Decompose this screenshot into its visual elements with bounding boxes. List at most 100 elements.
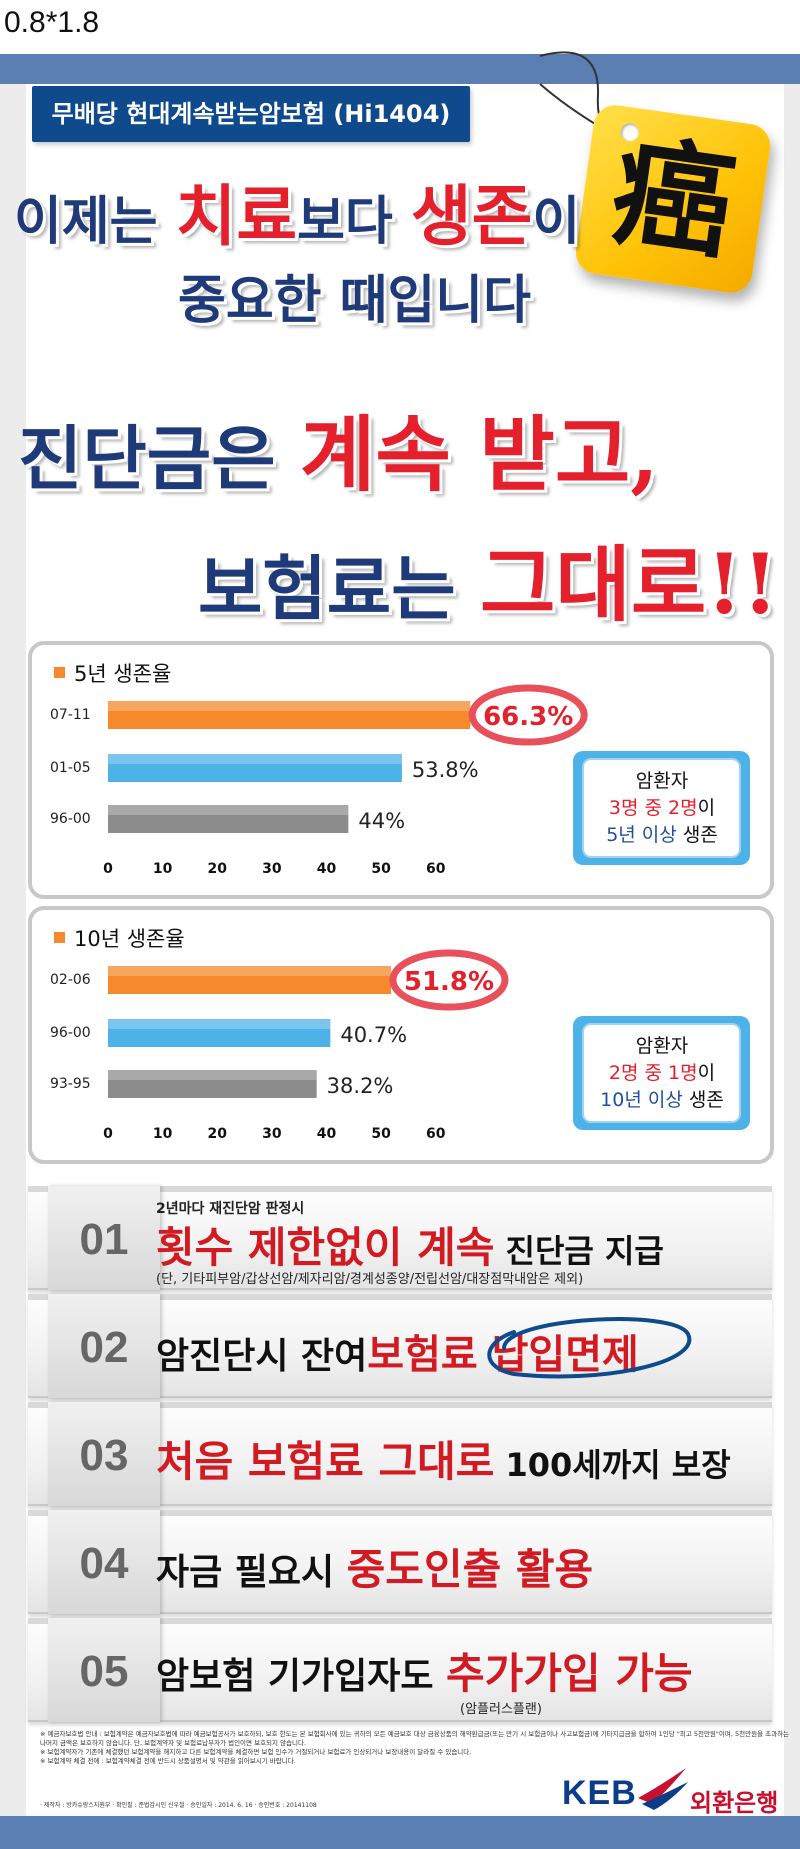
x-tick-label: 50 — [371, 861, 391, 877]
cancer-tag-icon: 癌 — [573, 102, 773, 296]
category-label: 96-00 — [50, 811, 91, 827]
feature-note: (단, 기타피부암/갑상선암/제자리암/경계성종양/전립선암/대장점막내암은 제… — [156, 1272, 584, 1287]
category-label: 96-00 — [50, 1025, 91, 1041]
headline-highlight: 그대로!! — [479, 537, 779, 633]
feature-highlight: 처음 보험료 그대로 — [156, 1437, 495, 1486]
x-tick-label: 60 — [426, 1126, 446, 1142]
product-name-tag: 무배당 현대계속받는암보험 (Hi1404) — [32, 86, 470, 142]
headline-line-4: 보험료는 그대로!! — [198, 518, 778, 637]
feature-row-05: 05 암보험 기가입자도 추가가입 가능 (암플러스플랜) — [28, 1618, 772, 1722]
feature-number-tab — [48, 1510, 160, 1614]
headline-text: 이 — [532, 192, 581, 252]
highlight-circle-icon — [468, 684, 588, 746]
footnote-1: ※ 예금자보호법 안내 : 보험계약은 예금자보호법에 따라 예금보험공사가 보… — [40, 1730, 790, 1738]
feature-number: 03 — [79, 1431, 129, 1480]
keb-swoosh-icon — [638, 1768, 688, 1810]
chart-title: 5년 생존율 — [74, 662, 171, 686]
bar-02-06 — [108, 966, 391, 994]
five-year-survival-chart: 5년 생존율 07-11 66.3% 01-05 53.8% 96-00 44% 0 10 20 3… — [50, 662, 750, 877]
callout-highlight: 2명 중 1명 — [609, 1062, 698, 1084]
circle-scribble-icon — [487, 1317, 692, 1379]
feature-number-tab — [48, 1618, 160, 1722]
bar-shine — [108, 701, 471, 711]
feature-plain: 자금 필요시 — [156, 1552, 347, 1593]
x-tick-label: 20 — [208, 861, 228, 877]
feature-plain: 100세까지 보장 — [494, 1446, 731, 1484]
approval-info: · 제작자 : 방카슈랑스지원부 · 확인필 : 준법감시인 신우철 · 승인일… — [40, 1802, 317, 1809]
left-frame — [0, 84, 26, 1816]
bar-shine — [108, 1019, 331, 1029]
feature-number: 04 — [79, 1539, 129, 1588]
category-label: 07-11 — [50, 707, 91, 723]
bar-96-00 — [108, 1019, 331, 1047]
x-tick-label: 10 — [153, 1126, 173, 1142]
bar-shine — [108, 1070, 317, 1080]
cancer-character: 癌 — [603, 120, 743, 277]
feature-text: 처음 보험료 그대로 100세까지 보장 — [156, 1428, 731, 1489]
feature-text: 횟수 제한없이 계속 진단금 지급 — [156, 1214, 664, 1275]
callout-highlight: 5년 이상 — [606, 824, 677, 846]
feature-highlight: 횟수 제한없이 계속 — [156, 1223, 495, 1272]
category-label: 01-05 — [50, 760, 91, 776]
feature-number: 02 — [79, 1323, 129, 1372]
headline-text: 진단금은 — [18, 418, 300, 500]
x-tick-label: 30 — [262, 1126, 282, 1142]
feature-highlight: 추가가입 가능 — [446, 1649, 693, 1698]
feature-text: 자금 필요시 중도인출 활용 — [156, 1536, 593, 1597]
feature-plain: 진단금 지급 — [494, 1232, 664, 1270]
feature-note: (암플러스플랜) — [460, 1702, 542, 1717]
x-tick-label: 20 — [208, 1126, 228, 1142]
value-label: 53.8% — [412, 758, 479, 782]
headline-text: 보다 — [297, 192, 411, 252]
callout-line-2: 3명 중 2명이 — [609, 797, 715, 819]
feature-number-tab — [48, 1402, 160, 1506]
x-tick-label: 60 — [426, 861, 446, 877]
callout-inner — [582, 758, 741, 858]
x-tick-label: 40 — [317, 1126, 337, 1142]
callout-highlight: 10년 이상 — [600, 1089, 683, 1111]
chart-title: 10년 생존율 — [74, 927, 185, 951]
bar-93-95 — [108, 1070, 317, 1098]
feature-number: 01 — [79, 1215, 129, 1264]
headline-line-3: 진단금은 계속 받고, — [18, 388, 659, 507]
size-label: 0.8*1.8 — [4, 6, 100, 39]
feature-highlight: 중도인출 활용 — [346, 1545, 594, 1594]
feature-row-04: 04 자금 필요시 중도인출 활용 — [28, 1510, 772, 1614]
value-label: 38.2% — [327, 1074, 394, 1098]
headline-text: 이제는 — [14, 192, 176, 252]
legend-square-icon — [54, 667, 65, 678]
callout-text: 이 — [698, 797, 715, 819]
headline-highlight: 치료 — [175, 177, 298, 255]
callout-line-3: 5년 이상 생존 — [606, 824, 718, 846]
x-tick-label: 30 — [262, 861, 282, 877]
callout-line-1: 암환자 — [636, 770, 688, 792]
top-band — [0, 54, 800, 84]
x-tick-label: 50 — [371, 1126, 391, 1142]
bar-shine — [108, 754, 402, 764]
x-tick-label: 40 — [317, 861, 337, 877]
callout-line-3: 10년 이상 생존 — [600, 1089, 724, 1111]
feature-row-01: 01 2년마다 재진단암 판정시 횟수 제한없이 계속 진단금 지급 (단, 기… — [28, 1186, 772, 1290]
bar-07-11 — [108, 701, 471, 729]
value-label: 40.7% — [340, 1023, 407, 1047]
x-tick-label: 0 — [103, 1126, 113, 1142]
headline-line-1: 이제는 치료보다 생존이 — [14, 163, 580, 259]
ten-year-survival-panel: 10년 생존율 02-06 51.8% 96-00 40.7% 93-95 38.2% 0 10… — [28, 906, 774, 1164]
ten-year-survival-chart: 10년 생존율 02-06 51.8% 96-00 40.7% 93-95 38.2% 0 10… — [50, 927, 750, 1142]
callout-highlight: 3명 중 2명 — [609, 797, 698, 819]
feature-number-tab — [48, 1294, 160, 1398]
feature-row-02: 02 암진단시 잔여보험료 납입면제 — [28, 1294, 772, 1398]
category-label: 02-06 — [50, 972, 91, 988]
five-year-survival-panel: 5년 생존율 07-11 66.3% 01-05 53.8% 96-00 44% 0 10 20 3… — [28, 641, 774, 899]
feature-plain: 암진단시 잔여 — [156, 1336, 368, 1377]
value-label: 66.3% — [483, 702, 573, 732]
feature-number: 05 — [79, 1647, 129, 1696]
right-frame — [784, 84, 800, 1816]
headline-highlight: 생존 — [410, 177, 533, 255]
bank-name: 외환은행 — [690, 1789, 779, 1817]
callout-text: 이 — [698, 1062, 715, 1084]
bottom-band — [0, 1816, 800, 1849]
callout-line-2: 2명 중 1명이 — [609, 1062, 715, 1084]
footnote-3: ※ 보험계약자가 기존에 체결했던 보험계약을 해지하고 다른 보험계약을 체결… — [40, 1748, 472, 1756]
headline-highlight: 계속 받고, — [299, 407, 659, 503]
